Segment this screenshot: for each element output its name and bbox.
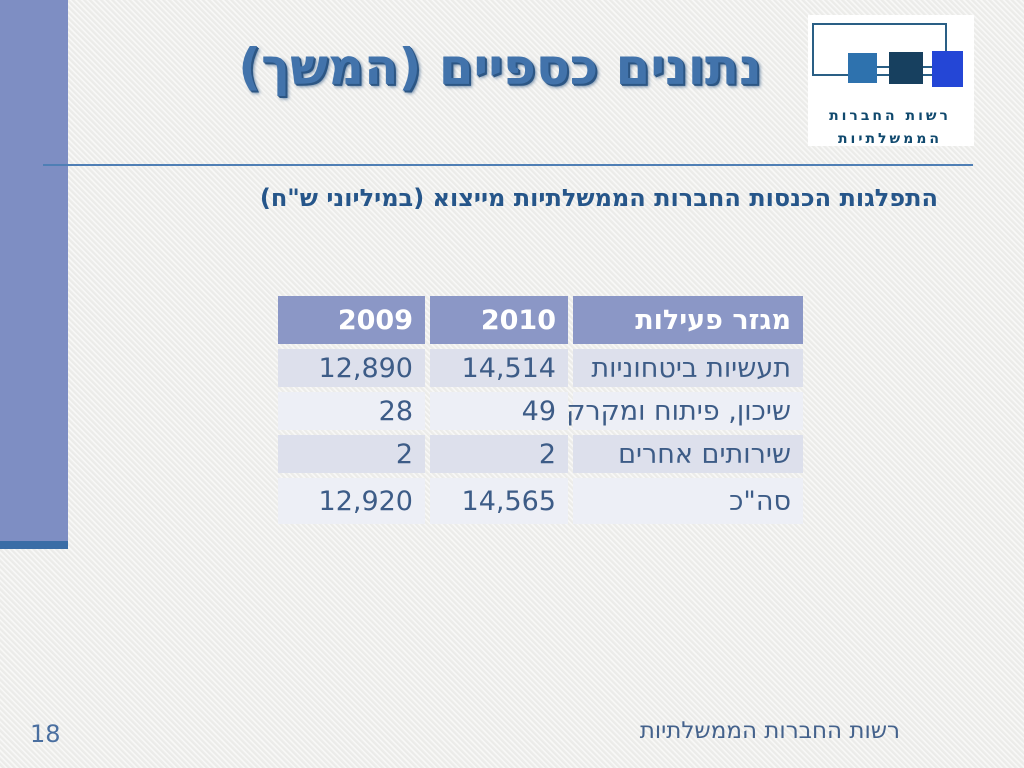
financial-table: מגזר פעילות 2010 2009 תעשיות ביטחוניות 1…	[278, 296, 803, 524]
logo-text-line2: הממשלתיות	[837, 131, 943, 147]
table-row-label-total: סה"כ	[573, 478, 803, 524]
table-cell-2010: 14,514	[430, 349, 568, 387]
logo-connector-icon	[877, 66, 889, 68]
footer-organization-name: רשות החברות הממשלתיות	[639, 718, 900, 744]
logo-square-bright-blue-icon	[932, 51, 963, 87]
logo-frame-icon	[812, 23, 947, 76]
slide-page-number: 18	[30, 720, 61, 748]
left-accent-bar	[0, 0, 68, 541]
title-divider-line	[43, 164, 973, 166]
table-cell-2009: 2	[278, 435, 425, 473]
left-accent-bar-strip	[0, 541, 68, 549]
logo-text-line1: רשות החברות	[829, 108, 951, 124]
logo-square-blue-icon	[848, 53, 877, 83]
table-cell-2009: 12,890	[278, 349, 425, 387]
table-cell-2010: 2	[430, 435, 568, 473]
table-cell-2009: 28	[278, 392, 425, 430]
page-title: נתונים כספיים (המשך)	[238, 38, 762, 96]
table-row-label: תעשיות ביטחוניות	[573, 349, 803, 387]
table-header-2010: 2010	[430, 296, 568, 344]
logo-connector-icon	[923, 66, 932, 68]
table-row-label: שיכון, פיתוח ומקרקעין	[536, 392, 803, 430]
table-cell-2009-total: 12,920	[278, 478, 425, 524]
government-companies-authority-logo: רשות החברות הממשלתיות	[808, 15, 974, 147]
slide-subtitle: התפלגות הכנסות החברות הממשלתיות מייצוא (…	[259, 184, 938, 212]
table-header-sector: מגזר פעילות	[573, 296, 803, 344]
table-cell-2010: 49	[430, 392, 568, 430]
table-cell-2010-total: 14,565	[430, 478, 568, 524]
logo-square-navy-icon	[889, 52, 923, 84]
table-row-label: שירותים אחרים	[573, 435, 803, 473]
table-header-2009: 2009	[278, 296, 425, 344]
